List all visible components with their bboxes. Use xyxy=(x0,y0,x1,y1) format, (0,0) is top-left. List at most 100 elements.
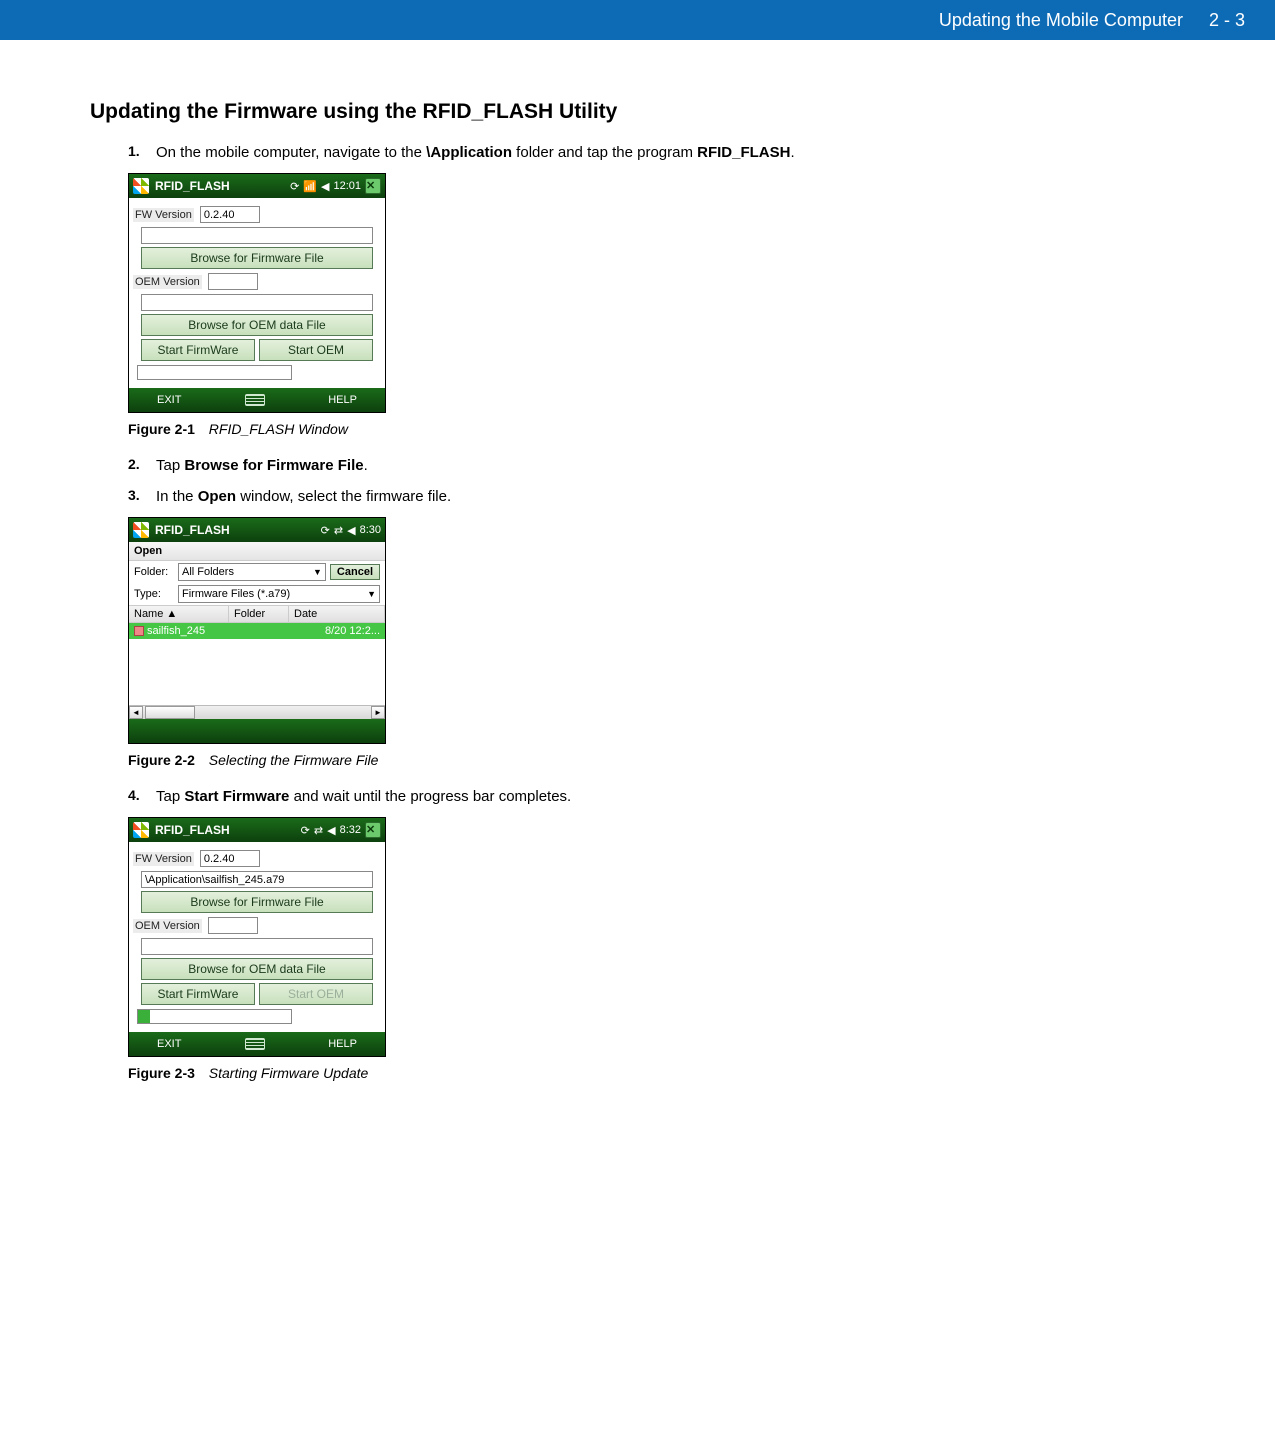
app-title-1: RFID_FLASH xyxy=(155,179,230,193)
open-dialog-title: Open xyxy=(129,542,385,561)
browse-oem-button-3[interactable]: Browse for OEM data File xyxy=(141,958,373,980)
step-3-number: 3. xyxy=(128,486,156,507)
close-button-3[interactable]: ✕ xyxy=(365,822,381,838)
fw-version-label-3: FW Version xyxy=(133,852,194,866)
browse-oem-button-1[interactable]: Browse for OEM data File xyxy=(141,314,373,336)
figure-2-1-caption: Figure 2-1 RFID_FLASH Window xyxy=(128,421,1185,437)
device-3: RFID_FLASH ⟳ ⇄ ◀ 8:32 ✕ FW Version 0.2.4… xyxy=(128,817,386,1057)
header-title: Updating the Mobile Computer xyxy=(939,10,1183,31)
step-4-number: 4. xyxy=(128,786,156,807)
figure-2-2-screenshot: RFID_FLASH ⟳ ⇄ ◀ 8:30 Open Folder: All F… xyxy=(128,517,1185,744)
windows-logo-icon-3[interactable] xyxy=(133,822,149,838)
device-1: RFID_FLASH ⟳ 📶 ◀ 12:01 ✕ FW Version 0.2.… xyxy=(128,173,386,413)
time-3: 8:32 xyxy=(340,824,361,836)
menu-bar-2 xyxy=(129,719,385,743)
start-oem-button-1[interactable]: Start OEM xyxy=(259,339,373,361)
exit-button-3[interactable]: EXIT xyxy=(157,1038,181,1050)
title-bar-1: RFID_FLASH ⟳ 📶 ◀ 12:01 ✕ xyxy=(129,174,385,198)
app-title-2: RFID_FLASH xyxy=(155,523,230,537)
oem-version-value-1 xyxy=(208,273,258,290)
type-label: Type: xyxy=(134,588,174,600)
oem-version-value-3 xyxy=(208,917,258,934)
sync-icon: ⟳ xyxy=(290,180,299,193)
figure-2-2-caption: Figure 2-2 Selecting the Firmware File xyxy=(128,752,1185,768)
oem-path-input-1[interactable] xyxy=(141,294,373,311)
windows-logo-icon-2[interactable] xyxy=(133,522,149,538)
step-3: 3. In the Open window, select the firmwa… xyxy=(128,486,1185,507)
oem-version-label-3: OEM Version xyxy=(133,919,202,933)
keyboard-icon-1[interactable] xyxy=(245,394,265,406)
horizontal-scrollbar[interactable]: ◄ ► xyxy=(129,705,385,719)
oem-path-input-3[interactable] xyxy=(141,938,373,955)
firmware-path-input-3[interactable]: \Application\sailfish_245.a79 xyxy=(141,871,373,888)
keyboard-icon-3[interactable] xyxy=(245,1038,265,1050)
windows-logo-icon[interactable] xyxy=(133,178,149,194)
browse-firmware-button-3[interactable]: Browse for Firmware File xyxy=(141,891,373,913)
close-button-1[interactable]: ✕ xyxy=(365,178,381,194)
oem-version-label-1: OEM Version xyxy=(133,275,202,289)
menu-bar-3: EXIT HELP xyxy=(129,1032,385,1056)
step-4-text: Tap Start Firmware and wait until the pr… xyxy=(156,786,1185,807)
device-3-body: FW Version 0.2.40 \Application\sailfish_… xyxy=(129,842,385,1032)
start-firmware-button-3[interactable]: Start FirmWare xyxy=(141,983,255,1005)
app-title-3: RFID_FLASH xyxy=(155,823,230,837)
speaker-icon: ◀ xyxy=(321,180,329,193)
scroll-thumb[interactable] xyxy=(145,706,195,719)
firmware-path-input-1[interactable] xyxy=(141,227,373,244)
browse-firmware-button-1[interactable]: Browse for Firmware File xyxy=(141,247,373,269)
page-content: Updating the Firmware using the RFID_FLA… xyxy=(0,40,1275,1139)
fw-version-value-1: 0.2.40 xyxy=(200,206,260,223)
title-bar-2: RFID_FLASH ⟳ ⇄ ◀ 8:30 xyxy=(129,518,385,542)
file-row-selected[interactable]: sailfish_245 8/20 12:2... xyxy=(129,623,385,639)
network-icon-3: ⇄ xyxy=(314,824,323,837)
scroll-track[interactable] xyxy=(195,706,371,719)
network-icon-2: ⇄ xyxy=(334,524,343,537)
device-1-body: FW Version 0.2.40 Browse for Firmware Fi… xyxy=(129,198,385,388)
sync-icon-3: ⟳ xyxy=(301,824,310,837)
file-list-header: Name ▲ Folder Date xyxy=(129,605,385,623)
step-2-text: Tap Browse for Firmware File. xyxy=(156,455,1185,476)
folder-label: Folder: xyxy=(134,566,174,578)
speaker-icon-2: ◀ xyxy=(347,524,355,537)
start-firmware-button-1[interactable]: Start FirmWare xyxy=(141,339,255,361)
sync-icon-2: ⟳ xyxy=(321,524,330,537)
help-button-3[interactable]: HELP xyxy=(328,1038,357,1050)
header-page-number: 2 - 3 xyxy=(1209,10,1245,31)
figure-2-3-caption: Figure 2-3 Starting Firmware Update xyxy=(128,1065,1185,1081)
time-2: 8:30 xyxy=(360,524,381,536)
folder-combo[interactable]: All Folders ▼ xyxy=(178,563,326,581)
sort-asc-icon: ▲ xyxy=(166,608,177,620)
section-heading: Updating the Firmware using the RFID_FLA… xyxy=(90,100,1185,124)
dropdown-arrow-icon-2: ▼ xyxy=(367,589,376,599)
progress-fill xyxy=(138,1010,150,1023)
column-name[interactable]: Name ▲ xyxy=(129,606,229,622)
status-icons-2: ⟳ ⇄ ◀ 8:30 xyxy=(321,524,381,537)
step-2-number: 2. xyxy=(128,455,156,476)
scroll-right-button[interactable]: ► xyxy=(371,706,385,719)
device-2: RFID_FLASH ⟳ ⇄ ◀ 8:30 Open Folder: All F… xyxy=(128,517,386,744)
progress-bar-3 xyxy=(137,1009,292,1024)
file-icon xyxy=(134,626,144,636)
column-date[interactable]: Date xyxy=(289,606,385,622)
status-icons-1: ⟳ 📶 ◀ 12:01 ✕ xyxy=(290,178,381,194)
help-button-1[interactable]: HELP xyxy=(328,394,357,406)
step-2: 2. Tap Browse for Firmware File. xyxy=(128,455,1185,476)
menu-bar-1: EXIT HELP xyxy=(129,388,385,412)
column-folder[interactable]: Folder xyxy=(229,606,289,622)
file-list-empty-area xyxy=(129,639,385,705)
step-1: 1. On the mobile computer, navigate to t… xyxy=(128,142,1185,163)
dropdown-arrow-icon: ▼ xyxy=(313,567,322,577)
speaker-icon-3: ◀ xyxy=(327,824,335,837)
cancel-button[interactable]: Cancel xyxy=(330,564,380,580)
step-1-text: On the mobile computer, navigate to the … xyxy=(156,142,1185,163)
step-1-number: 1. xyxy=(128,142,156,163)
step-4: 4. Tap Start Firmware and wait until the… xyxy=(128,786,1185,807)
page-header: Updating the Mobile Computer 2 - 3 xyxy=(0,0,1275,40)
start-oem-button-3: Start OEM xyxy=(259,983,373,1005)
exit-button-1[interactable]: EXIT xyxy=(157,394,181,406)
time-1: 12:01 xyxy=(333,180,361,192)
scroll-left-button[interactable]: ◄ xyxy=(129,706,143,719)
progress-bar-1 xyxy=(137,365,292,380)
status-icons-3: ⟳ ⇄ ◀ 8:32 ✕ xyxy=(301,822,381,838)
type-combo[interactable]: Firmware Files (*.a79) ▼ xyxy=(178,585,380,603)
